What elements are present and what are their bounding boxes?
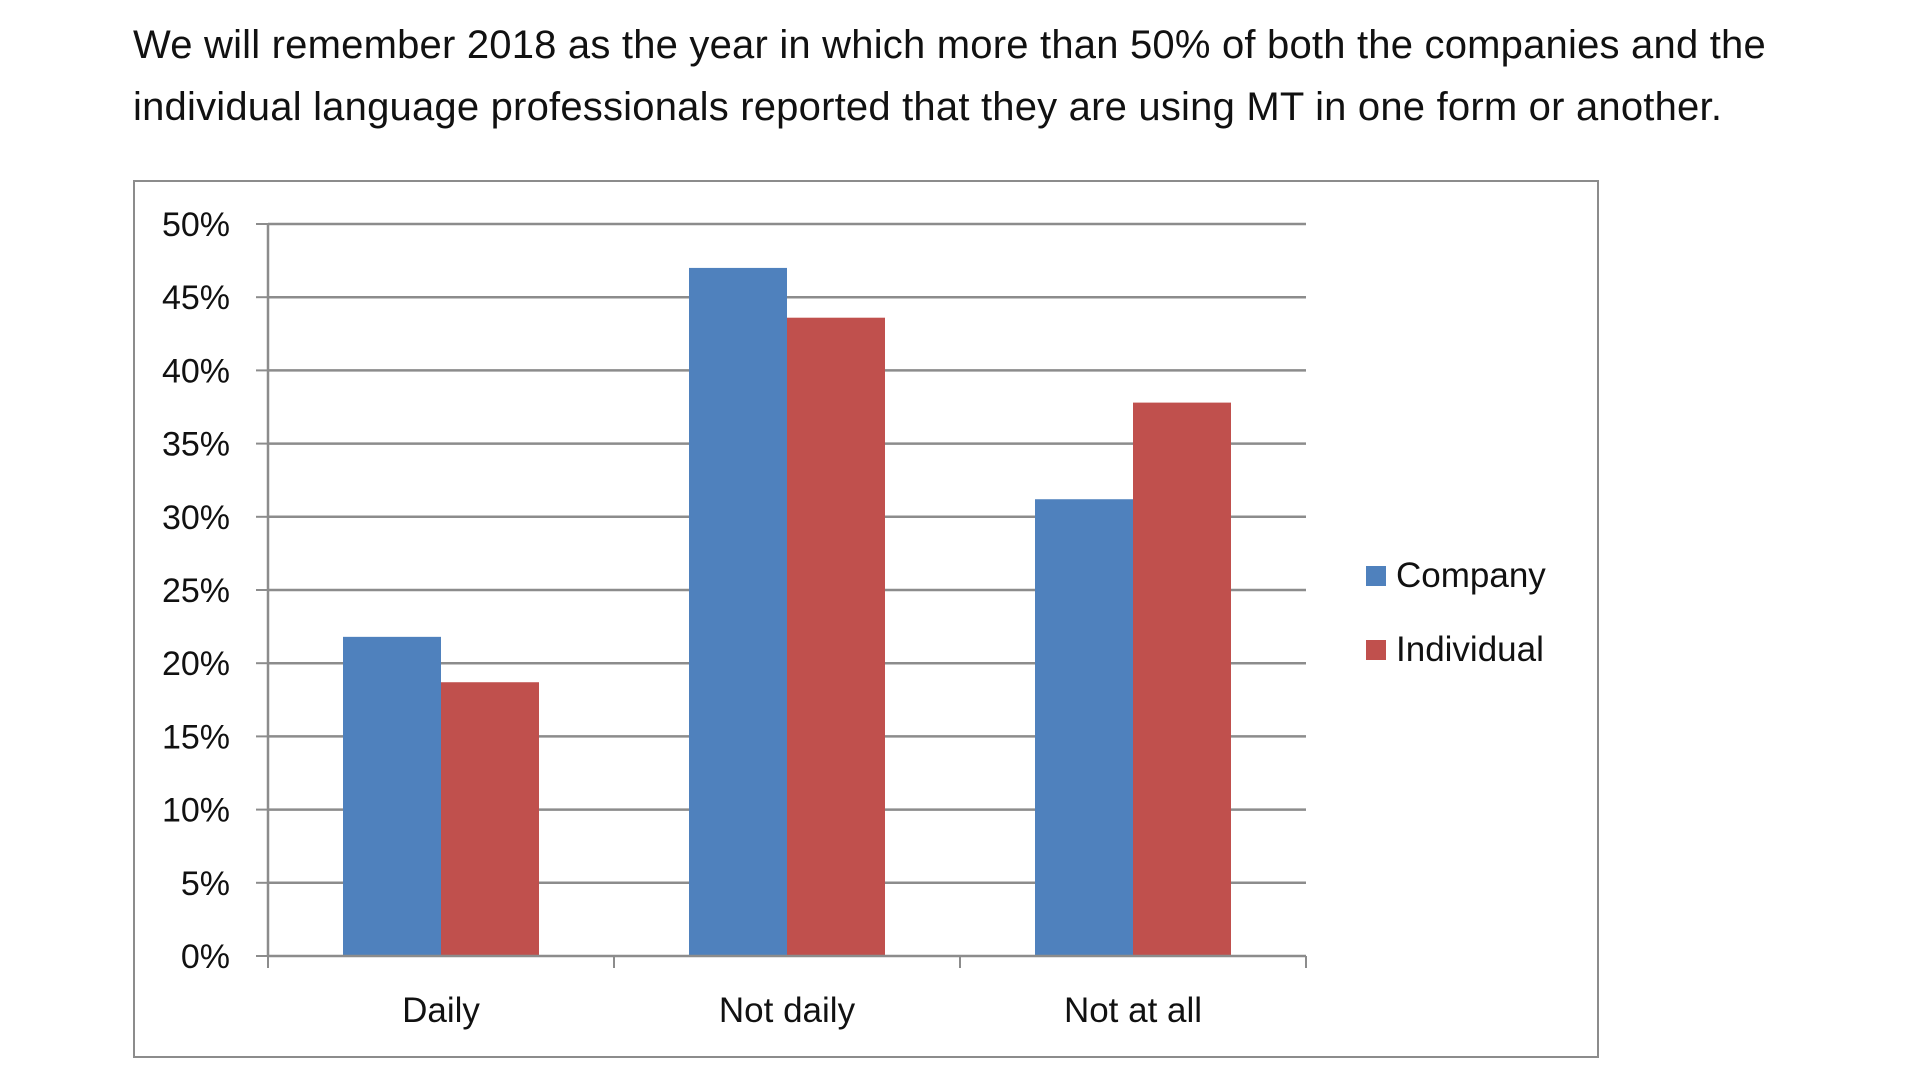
y-tick-label: 35% bbox=[162, 426, 230, 464]
legend-swatch-company bbox=[1366, 566, 1386, 586]
y-tick-label: 20% bbox=[162, 645, 230, 683]
y-tick-label: 5% bbox=[181, 865, 230, 903]
y-tick-label: 0% bbox=[181, 938, 230, 976]
legend-item-individual: Individual bbox=[1366, 630, 1546, 670]
x-tick-label: Not at all bbox=[1064, 991, 1202, 1030]
x-tick-label: Daily bbox=[402, 991, 480, 1030]
y-tick-label: 10% bbox=[162, 792, 230, 830]
x-tick-label: Not daily bbox=[719, 991, 856, 1030]
intro-line-1: We will remember 2018 as the year in whi… bbox=[133, 23, 1766, 67]
legend-label-company: Company bbox=[1396, 556, 1546, 595]
legend-label-individual: Individual bbox=[1396, 630, 1544, 669]
y-tick-label: 45% bbox=[162, 279, 230, 317]
bar-individual-not-at-all bbox=[1133, 402, 1231, 956]
legend-item-company: Company bbox=[1366, 556, 1546, 596]
y-tick-label: 50% bbox=[162, 206, 230, 244]
intro-text: We will remember 2018 as the year in whi… bbox=[133, 14, 1833, 138]
bar-company-daily bbox=[343, 636, 441, 956]
y-tick-label: 15% bbox=[162, 718, 230, 756]
y-tick-label: 25% bbox=[162, 572, 230, 610]
bar-individual-daily bbox=[441, 682, 539, 956]
bar-company-not-at-all bbox=[1035, 499, 1133, 956]
chart-legend: Company Individual bbox=[1366, 556, 1546, 704]
y-tick-label: 40% bbox=[162, 352, 230, 390]
intro-line-2: individual language professionals report… bbox=[133, 85, 1723, 129]
bar-company-not-daily bbox=[689, 267, 787, 956]
bar-individual-not-daily bbox=[787, 317, 885, 956]
legend-swatch-individual bbox=[1366, 640, 1386, 660]
y-tick-label: 30% bbox=[162, 499, 230, 537]
